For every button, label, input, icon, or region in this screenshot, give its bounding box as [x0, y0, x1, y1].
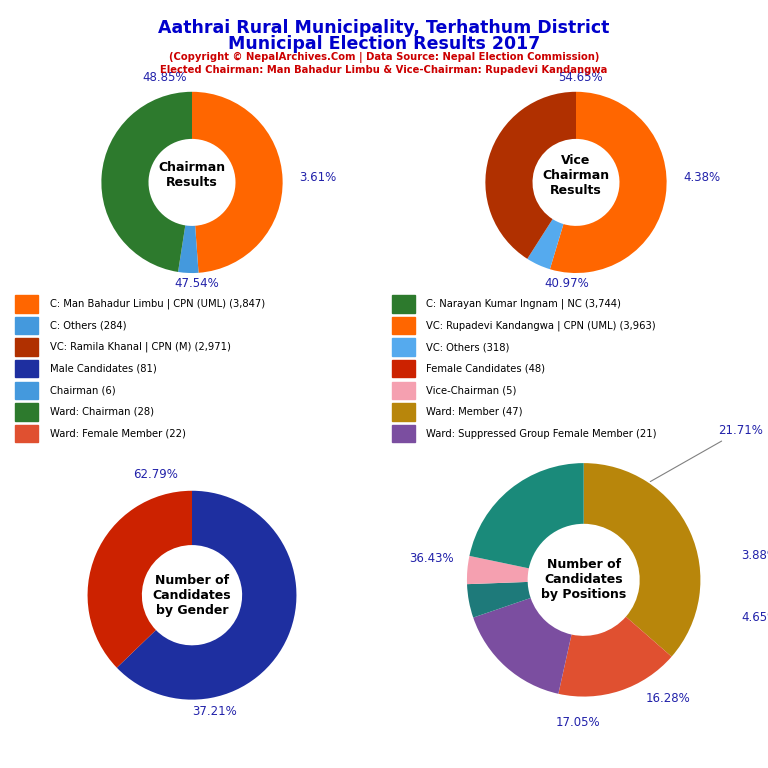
- Wedge shape: [117, 491, 296, 700]
- Bar: [15, 360, 38, 377]
- Wedge shape: [528, 219, 564, 269]
- Text: 3.61%: 3.61%: [299, 170, 336, 184]
- Text: Ward: Member (47): Ward: Member (47): [426, 407, 523, 417]
- Bar: [15, 403, 38, 421]
- Wedge shape: [550, 92, 667, 273]
- Text: Ward: Female Member (22): Ward: Female Member (22): [50, 429, 186, 439]
- Text: 54.65%: 54.65%: [558, 71, 603, 84]
- Text: Elected Chairman: Man Bahadur Limbu & Vice-Chairman: Rupadevi Kandangwa: Elected Chairman: Man Bahadur Limbu & Vi…: [161, 65, 607, 74]
- Text: VC: Ramila Khanal | CPN (M) (2,971): VC: Ramila Khanal | CPN (M) (2,971): [50, 342, 231, 353]
- Wedge shape: [558, 617, 671, 697]
- Wedge shape: [178, 225, 199, 273]
- Bar: [392, 382, 415, 399]
- Wedge shape: [101, 92, 192, 272]
- Wedge shape: [473, 598, 571, 694]
- Text: Number of
Candidates
by Positions: Number of Candidates by Positions: [541, 558, 627, 601]
- Bar: [15, 317, 38, 334]
- Text: C: Man Bahadur Limbu | CPN (UML) (3,847): C: Man Bahadur Limbu | CPN (UML) (3,847): [50, 299, 265, 310]
- Text: Male Candidates (81): Male Candidates (81): [50, 364, 157, 374]
- Bar: [392, 317, 415, 334]
- Text: 21.71%: 21.71%: [650, 424, 763, 482]
- Wedge shape: [467, 556, 529, 584]
- Text: C: Narayan Kumar Ingnam | NC (3,744): C: Narayan Kumar Ingnam | NC (3,744): [426, 299, 621, 310]
- Bar: [392, 425, 415, 442]
- Text: 62.79%: 62.79%: [133, 468, 178, 482]
- Bar: [392, 339, 415, 356]
- Text: 47.54%: 47.54%: [174, 276, 219, 290]
- Text: (Copyright © NepalArchives.Com | Data Source: Nepal Election Commission): (Copyright © NepalArchives.Com | Data So…: [169, 52, 599, 63]
- Text: Chairman
Results: Chairman Results: [158, 161, 226, 189]
- Text: 40.97%: 40.97%: [545, 276, 589, 290]
- Wedge shape: [192, 92, 283, 273]
- Text: Vice-Chairman (5): Vice-Chairman (5): [426, 386, 517, 396]
- Text: Chairman (6): Chairman (6): [50, 386, 115, 396]
- Text: 37.21%: 37.21%: [193, 705, 237, 718]
- Text: 36.43%: 36.43%: [409, 552, 454, 565]
- Bar: [392, 403, 415, 421]
- Bar: [15, 296, 38, 313]
- Wedge shape: [88, 491, 192, 667]
- Wedge shape: [469, 463, 584, 568]
- Wedge shape: [584, 463, 700, 657]
- Text: Ward: Suppressed Group Female Member (21): Ward: Suppressed Group Female Member (21…: [426, 429, 657, 439]
- Wedge shape: [467, 582, 531, 617]
- Text: C: Others (284): C: Others (284): [50, 320, 127, 330]
- Wedge shape: [485, 92, 576, 259]
- Text: Municipal Election Results 2017: Municipal Election Results 2017: [228, 35, 540, 52]
- Text: VC: Rupadevi Kandangwa | CPN (UML) (3,963): VC: Rupadevi Kandangwa | CPN (UML) (3,96…: [426, 320, 656, 331]
- Bar: [15, 339, 38, 356]
- Text: VC: Others (318): VC: Others (318): [426, 342, 510, 353]
- Text: Female Candidates (48): Female Candidates (48): [426, 364, 545, 374]
- Text: Number of
Candidates
by Gender: Number of Candidates by Gender: [153, 574, 231, 617]
- Text: Vice
Chairman
Results: Vice Chairman Results: [542, 154, 610, 197]
- Text: Aathrai Rural Municipality, Terhathum District: Aathrai Rural Municipality, Terhathum Di…: [158, 19, 610, 37]
- Bar: [15, 382, 38, 399]
- Text: 48.85%: 48.85%: [143, 71, 187, 84]
- Text: Ward: Chairman (28): Ward: Chairman (28): [50, 407, 154, 417]
- Text: 17.05%: 17.05%: [555, 716, 600, 729]
- Text: 3.88%: 3.88%: [741, 549, 768, 562]
- Text: 4.38%: 4.38%: [683, 170, 720, 184]
- Bar: [392, 296, 415, 313]
- Bar: [15, 425, 38, 442]
- Text: 16.28%: 16.28%: [645, 693, 690, 706]
- Bar: [392, 360, 415, 377]
- Text: 4.65%: 4.65%: [741, 611, 768, 624]
